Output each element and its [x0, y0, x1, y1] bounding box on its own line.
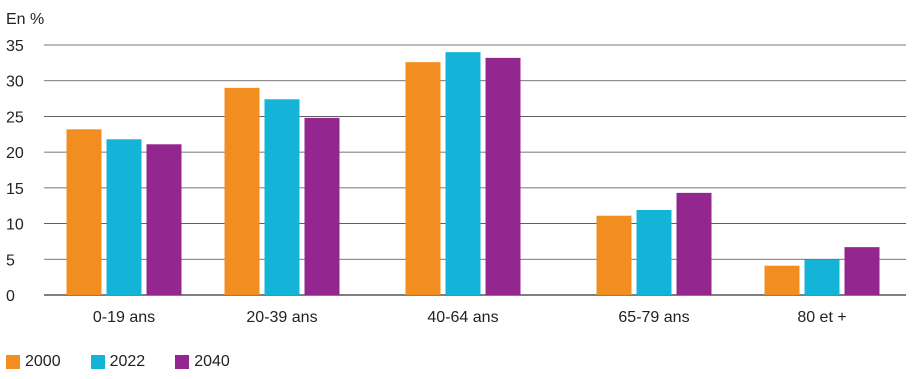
y-tick-label: 25 [6, 109, 24, 126]
y-tick-label: 15 [6, 181, 24, 198]
bar [264, 99, 300, 296]
bar [636, 210, 672, 295]
y-tick-label: 30 [6, 74, 24, 91]
legend-item-2040: 2040 [175, 353, 230, 371]
y-tick-label: 10 [6, 217, 24, 234]
bar [844, 247, 880, 295]
bar [405, 62, 441, 296]
legend-swatch-2040 [175, 355, 190, 369]
bar [485, 57, 521, 295]
bar [445, 52, 481, 296]
bar [804, 259, 840, 295]
legend-item-2000: 2000 [6, 353, 61, 371]
y-tick-label: 5 [6, 252, 15, 269]
bar [304, 117, 340, 295]
y-tick-label: 20 [6, 145, 24, 162]
legend-swatch-2000 [6, 355, 20, 369]
legend: 2000 2022 2040 [6, 353, 260, 371]
bar [764, 265, 800, 295]
bar [676, 192, 712, 295]
y-tick-label: 0 [6, 288, 15, 305]
x-tick-label: 0-19 ans [93, 309, 155, 326]
x-tick-label: 40-64 ans [427, 309, 498, 326]
x-tick-label: 65-79 ans [618, 309, 689, 326]
legend-label-2022: 2022 [109, 353, 146, 370]
y-tick-label: 35 [6, 38, 24, 55]
legend-swatch-2022 [90, 355, 105, 369]
x-tick-label: 80 et + [797, 309, 846, 326]
legend-label-2000: 2000 [25, 353, 61, 370]
bar [146, 144, 182, 295]
legend-item-2022: 2022 [90, 353, 146, 371]
bars [66, 52, 880, 296]
bar [66, 129, 102, 295]
bar [106, 139, 142, 295]
bar [224, 87, 260, 295]
bar [596, 215, 632, 295]
y-axis-ticks: 0 5 10 15 20 25 30 35 [6, 38, 24, 305]
y-axis-unit-label: En % [6, 11, 44, 28]
x-axis-ticks: 0-19 ans 20-39 ans 40-64 ans 65-79 ans 80 et… [93, 309, 847, 326]
x-tick-label: 20-39 ans [246, 309, 317, 326]
legend-label-2040: 2040 [194, 353, 230, 370]
